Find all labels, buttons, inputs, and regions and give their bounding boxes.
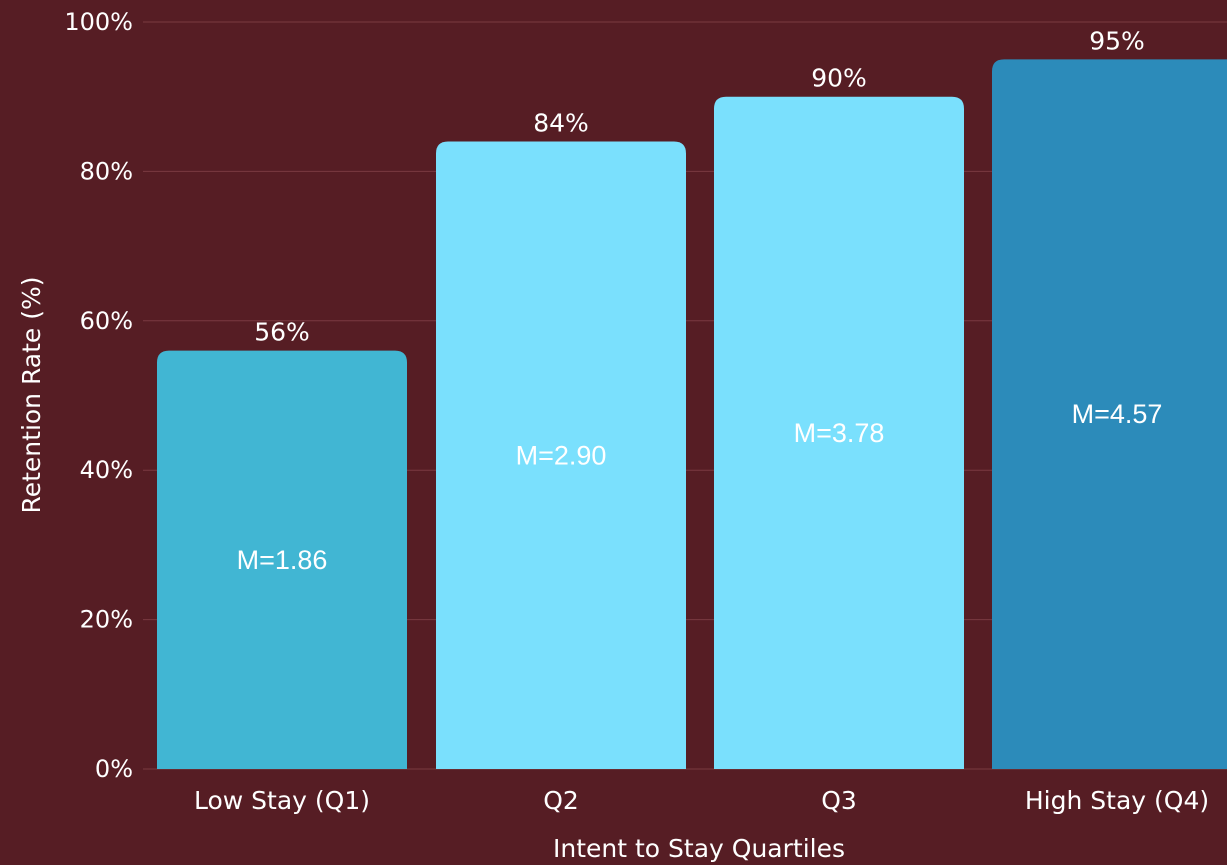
x-tick-label: Q2 — [543, 786, 579, 815]
x-tick-label: High Stay (Q4) — [1025, 786, 1209, 815]
bar-value-label: 90% — [811, 64, 867, 93]
bar — [157, 350, 407, 769]
bar-mean-annotation: M=3.78 — [794, 418, 885, 448]
y-tick-label: 80% — [80, 157, 133, 185]
x-axis-ticks: Low Stay (Q1) Q2 Q3 High Stay (Q4) — [194, 786, 1209, 815]
y-axis-ticks: 0% 20% 40% 60% 80% 100% — [64, 8, 133, 783]
bar — [436, 141, 686, 769]
bar — [714, 96, 964, 769]
bar-value-label: 56% — [254, 318, 310, 347]
bar-value-label: 84% — [533, 109, 589, 138]
y-axis-title: Retention Rate (%) — [17, 276, 46, 513]
x-tick-label: Q3 — [821, 786, 857, 815]
x-tick-label: Low Stay (Q1) — [194, 786, 370, 815]
bar-mean-annotation: M=4.57 — [1072, 399, 1163, 429]
y-tick-label: 100% — [64, 8, 133, 36]
y-tick-label: 20% — [80, 606, 133, 634]
bars — [157, 59, 1227, 769]
y-tick-label: 0% — [95, 755, 133, 783]
x-axis-title: Intent to Stay Quartiles — [553, 834, 845, 863]
y-tick-label: 40% — [80, 456, 133, 484]
bar-mean-annotation: M=1.86 — [237, 545, 328, 575]
bar — [992, 59, 1227, 769]
bar-value-label: 95% — [1089, 26, 1145, 55]
bar-mean-annotation: M=2.90 — [516, 440, 607, 470]
y-tick-label: 60% — [80, 307, 133, 335]
bar-labels: 56% M=1.86 84% M=2.90 90% M=3.78 95% M=4.57 — [237, 26, 1163, 574]
